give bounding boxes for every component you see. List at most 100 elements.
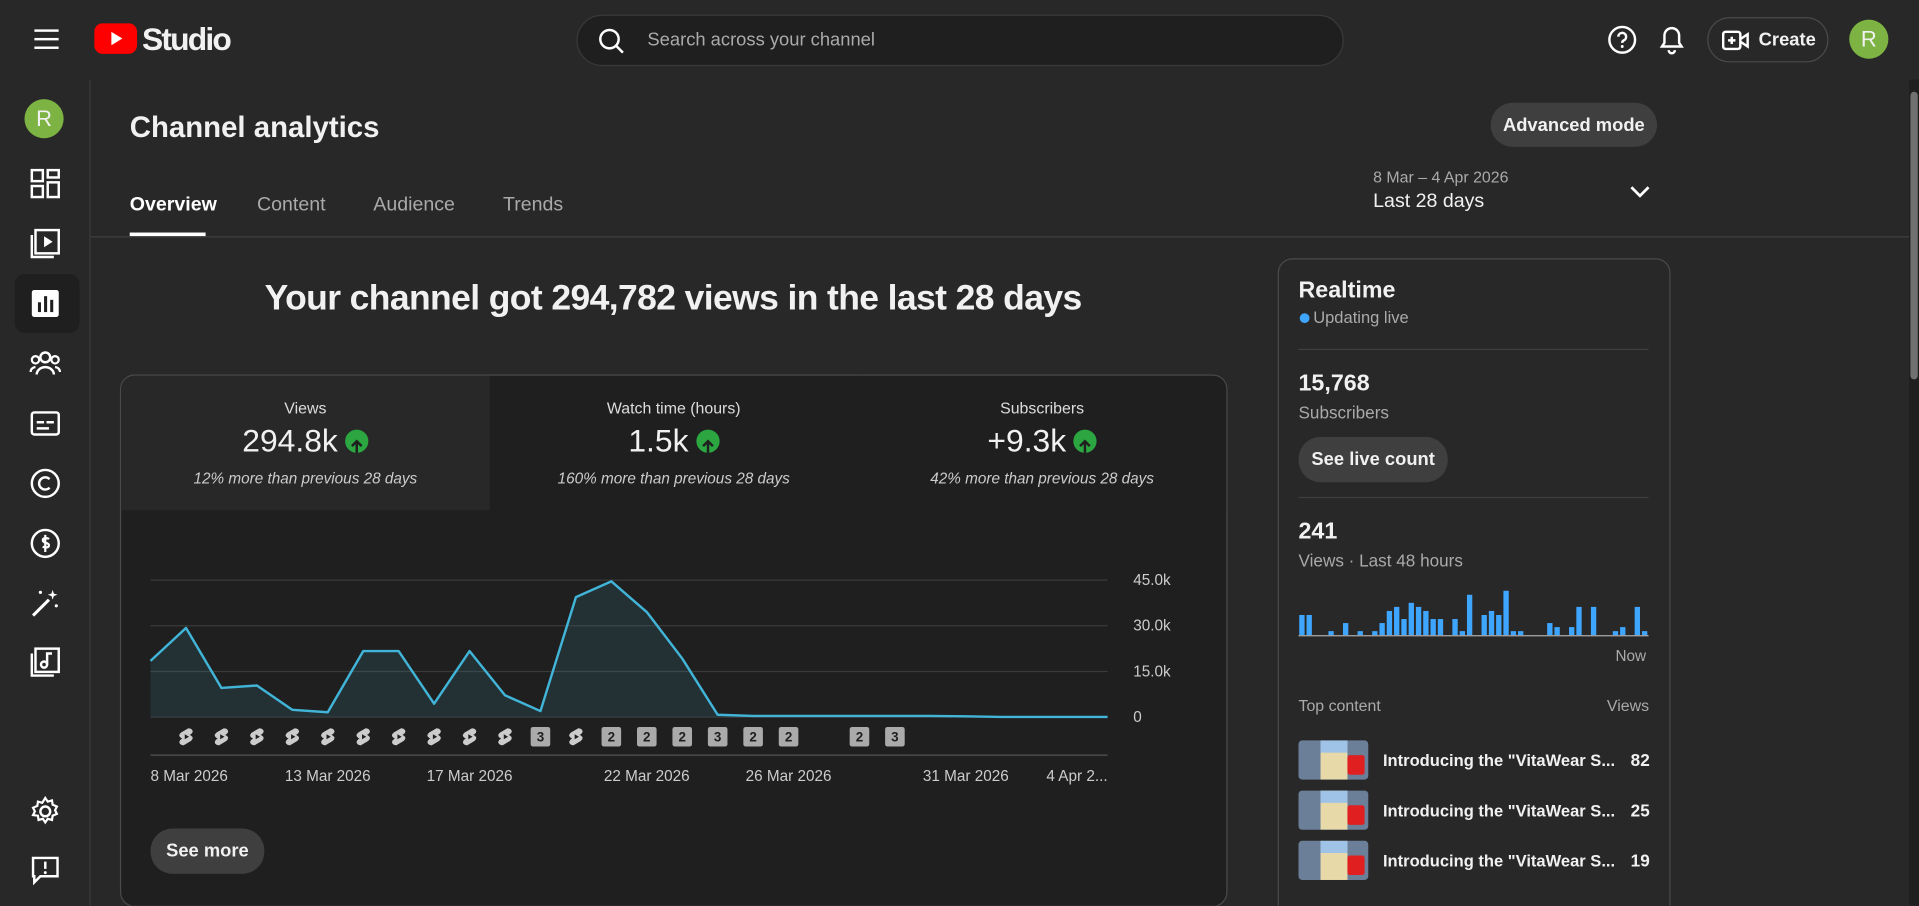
bar xyxy=(1430,619,1436,636)
item-title: Introducing the "VitaWear S... xyxy=(1382,801,1616,820)
subscriber-count: 15,768 xyxy=(1298,370,1370,397)
advanced-mode-button[interactable]: Advanced mode xyxy=(1490,102,1658,147)
views-label: Views · Last 48 hours xyxy=(1298,550,1463,571)
short-play xyxy=(326,734,331,740)
thumbnail xyxy=(1298,740,1369,780)
dashboard-icon[interactable] xyxy=(29,168,61,200)
bar xyxy=(1379,623,1385,636)
customization-icon[interactable] xyxy=(29,587,61,619)
logo-icon[interactable] xyxy=(94,23,138,55)
arrow xyxy=(701,439,714,454)
help-button[interactable] xyxy=(1607,24,1638,55)
bar xyxy=(1386,610,1393,636)
subtitles-icon[interactable] xyxy=(29,408,61,440)
bar xyxy=(1437,619,1444,636)
short-play xyxy=(361,734,367,740)
metric-tile[interactable]: Subscribers +9.3k 42% more than previous 2… xyxy=(857,375,1227,511)
upload-count: 3 xyxy=(891,730,898,745)
content-icon[interactable] xyxy=(29,228,61,260)
upload-count: 2 xyxy=(749,730,756,745)
see-live-count-button[interactable]: See live count xyxy=(1298,436,1448,483)
scrollbar[interactable] xyxy=(1909,79,1919,906)
top-content-item[interactable]: Introducing the "VitaWear S... 82 xyxy=(1298,739,1650,781)
thumb-sky xyxy=(1320,790,1348,803)
bar xyxy=(1576,606,1582,636)
earn-icon[interactable] xyxy=(29,527,61,559)
views-count: 241 xyxy=(1298,518,1338,545)
notifications-button[interactable] xyxy=(1657,24,1686,55)
bar xyxy=(1342,623,1349,636)
scrollbar-thumb[interactable] xyxy=(1910,91,1918,380)
short-play xyxy=(503,734,509,740)
upload-count: 2 xyxy=(856,730,863,745)
short-play xyxy=(220,734,225,740)
item-views: 82 xyxy=(1630,750,1650,770)
logo-text[interactable]: Studio xyxy=(141,20,232,58)
bar xyxy=(1423,610,1429,636)
metric-tile[interactable]: Views 294.8k 12% more than previous 28 day… xyxy=(121,375,491,511)
bar xyxy=(1372,631,1378,636)
bar xyxy=(1554,627,1560,636)
audio-library-icon[interactable] xyxy=(29,646,61,678)
tab[interactable]: Content xyxy=(257,194,326,216)
upload-count: 2 xyxy=(643,730,650,745)
short-play xyxy=(291,734,296,740)
metric-label: Watch time (hours) xyxy=(606,398,741,418)
bar xyxy=(1620,627,1626,636)
metric-value: 294.8k xyxy=(242,422,338,459)
y-tick-label: 45.0k xyxy=(1133,572,1171,589)
tab[interactable]: Audience xyxy=(373,194,455,216)
bar xyxy=(1357,631,1363,636)
upload-marker xyxy=(743,726,763,747)
upload-count: 2 xyxy=(678,730,685,745)
divider xyxy=(1298,348,1649,351)
search-box[interactable]: Search across your channel xyxy=(576,14,1344,67)
feedback-icon[interactable] xyxy=(29,854,61,886)
item-title: Introducing the "VitaWear S... xyxy=(1382,851,1616,870)
account-avatar[interactable]: R xyxy=(1849,19,1889,59)
thumbnail xyxy=(1298,790,1369,830)
item-views: 25 xyxy=(1630,800,1650,820)
upload-marker xyxy=(530,726,551,747)
x-tick-label: 22 Mar 2026 xyxy=(604,768,690,785)
copyright-icon[interactable] xyxy=(29,468,61,500)
x-tick-label: 17 Mar 2026 xyxy=(427,768,513,785)
short-play xyxy=(468,734,473,740)
metric-value: +9.3k xyxy=(987,422,1067,459)
see-more-button[interactable]: See more xyxy=(150,828,265,874)
thumb-badge xyxy=(1347,755,1365,775)
arrow xyxy=(351,439,363,454)
upload-marker xyxy=(885,726,905,747)
bar xyxy=(1394,606,1400,636)
bar xyxy=(1466,594,1473,636)
top-content-item[interactable]: Introducing the "VitaWear S... 19 xyxy=(1298,840,1650,882)
menu-button[interactable] xyxy=(34,27,59,51)
upload-marker xyxy=(601,726,622,747)
analytics-icon[interactable] xyxy=(29,288,61,320)
bar xyxy=(1612,631,1619,636)
top-content-item[interactable]: Introducing the "VitaWear S... 25 xyxy=(1298,789,1650,831)
short-marker xyxy=(462,728,477,746)
channel-avatar[interactable]: R xyxy=(24,99,64,139)
short-play xyxy=(397,734,402,740)
metric-tile[interactable]: Watch time (hours) 1.5k 160% more than pre… xyxy=(489,375,860,511)
bar xyxy=(1328,631,1334,636)
x-tick-label: 8 Mar 2026 xyxy=(151,768,228,785)
bar xyxy=(1408,602,1414,636)
short-play xyxy=(432,734,438,740)
up-arrow xyxy=(1073,429,1097,454)
community-icon[interactable] xyxy=(29,348,62,380)
short-play xyxy=(255,734,260,740)
search-placeholder: Search across your channel xyxy=(647,29,875,51)
create-button[interactable]: Create xyxy=(1707,17,1829,63)
tab[interactable]: Overview xyxy=(129,194,217,216)
thumb-sky xyxy=(1320,840,1348,854)
date-selector[interactable]: 8 Mar – 4 Apr 2026 Last 28 days xyxy=(1361,162,1667,223)
tab[interactable]: Trends xyxy=(503,194,564,216)
x-tick-label: 4 Apr 2... xyxy=(1046,768,1107,785)
settings-icon[interactable] xyxy=(29,795,61,828)
metric-note: 160% more than previous 28 days xyxy=(557,469,790,488)
create-icon xyxy=(1721,29,1749,50)
